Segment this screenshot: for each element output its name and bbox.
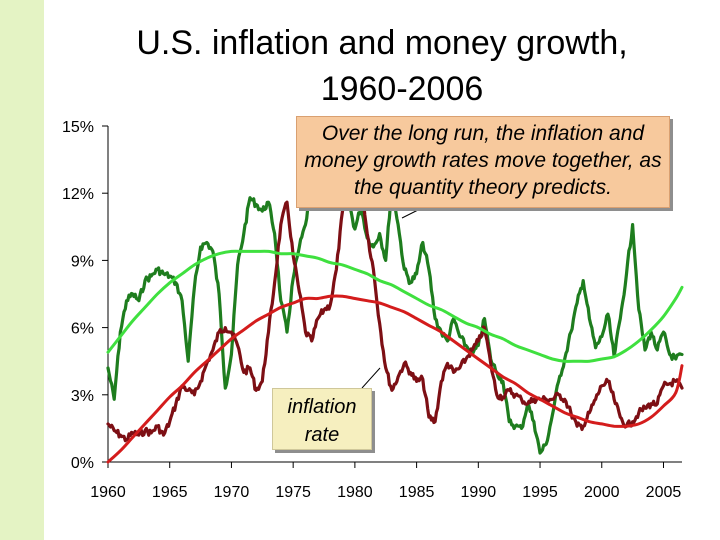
x-tick-label: 1965 [152, 484, 188, 501]
x-tick-label: 1970 [214, 484, 250, 501]
callout-quantity-theory: Over the long run, the inflation and mon… [296, 116, 670, 208]
title-line-1: U.S. inflation and money growth, [136, 24, 628, 62]
x-tick-label: 1995 [522, 484, 558, 501]
series-inflation-trend-line [106, 294, 684, 464]
x-tick-label: 2000 [584, 484, 620, 501]
x-tick-label: 1985 [399, 484, 435, 501]
y-tick-label: 15% [62, 119, 94, 136]
series-money-growth-trend-line [106, 249, 684, 363]
side-strip [0, 0, 44, 540]
y-tick-label: 0% [71, 455, 94, 472]
x-tick-label: 2005 [646, 484, 682, 501]
y-tick-label: 3% [71, 388, 94, 405]
callout-leader-inflation [361, 367, 381, 389]
x-tick-label: 1975 [275, 484, 311, 501]
y-tick-label: 6% [71, 321, 94, 338]
x-tick-label: 1960 [90, 484, 126, 501]
title-line-2: 1960-2006 [320, 70, 484, 108]
y-tick-label: 12% [62, 186, 94, 203]
x-tick-label: 1990 [461, 484, 497, 501]
y-tick-label: 9% [71, 253, 94, 270]
slide-title: U.S. inflation and money growth, 1960-20… [44, 20, 720, 112]
x-tick-label: 1980 [337, 484, 373, 501]
callout-inflation-rate: inflation rate [272, 388, 372, 450]
